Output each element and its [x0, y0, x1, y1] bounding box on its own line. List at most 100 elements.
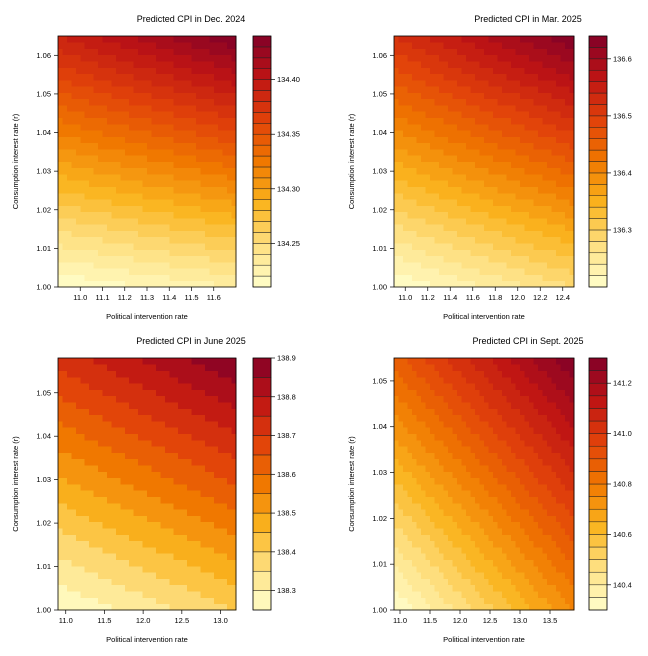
contour-cell — [187, 243, 192, 250]
x-tick-label: 11.3 — [140, 293, 154, 302]
contour-cell — [124, 123, 130, 131]
contour-cell — [129, 148, 135, 156]
contour-cell — [218, 111, 224, 118]
contour-cell — [407, 148, 413, 156]
contour-cell — [66, 211, 72, 219]
contour-cell — [80, 534, 86, 542]
contour-cell — [213, 528, 219, 535]
contour-cell — [164, 261, 170, 269]
contour-cell — [75, 42, 81, 49]
contour-cell — [58, 236, 63, 244]
contour-cell — [106, 167, 112, 175]
contour-cell — [434, 61, 440, 68]
contour-cell — [493, 67, 498, 75]
contour-cell — [191, 36, 197, 43]
contour-cell — [407, 117, 413, 125]
contour-cell — [169, 180, 175, 187]
contour-cell — [155, 224, 161, 231]
contour-cell — [551, 224, 557, 231]
contour-cell — [124, 199, 130, 206]
contour-cell — [434, 142, 440, 150]
contour-cell — [173, 268, 179, 275]
contour-cell — [466, 243, 471, 250]
contour-cell — [191, 383, 197, 390]
contour-cell — [84, 534, 90, 542]
contour-cell — [182, 458, 188, 466]
contour-cell — [155, 402, 161, 409]
contour-cell — [547, 280, 552, 288]
y-tick-label: 1.01 — [36, 244, 51, 253]
contour-cell — [93, 92, 99, 100]
contour-cell — [506, 274, 512, 282]
contour-cell — [218, 603, 224, 611]
contour-cell — [120, 255, 126, 263]
contour-cell — [80, 439, 86, 447]
contour-cell — [133, 199, 139, 206]
contour-cell — [466, 42, 471, 49]
contour-cell — [115, 48, 121, 56]
contour-cell — [66, 42, 72, 49]
contour-cell — [58, 224, 63, 231]
contour-cell — [195, 92, 201, 100]
contour-cell — [475, 243, 480, 250]
contour-cell — [502, 92, 507, 100]
contour-cell — [195, 427, 201, 434]
contour-cell — [80, 383, 86, 390]
contour-cell — [551, 105, 557, 112]
contour-cell — [147, 484, 152, 491]
contour-cell — [124, 502, 130, 510]
contour-cell — [204, 73, 210, 81]
contour-cell — [120, 458, 126, 466]
contour-cell — [556, 48, 561, 56]
contour-cell — [160, 465, 166, 472]
contour-cell — [506, 224, 512, 231]
contour-cell — [80, 123, 86, 131]
contour-cell — [416, 136, 422, 144]
contour-cell — [147, 42, 152, 49]
contour-cell — [195, 439, 201, 447]
contour-cell — [120, 421, 126, 428]
contour-cell — [200, 61, 206, 68]
contour-cell — [178, 255, 183, 263]
contour-cell — [155, 161, 161, 169]
contour-cell — [542, 67, 548, 75]
contour-cell — [484, 155, 489, 162]
contour-cell — [200, 584, 206, 592]
contour-cell — [421, 167, 426, 175]
contour-cell — [394, 86, 399, 93]
contour-cell — [62, 484, 68, 491]
contour-cell — [164, 553, 170, 560]
contour-cell — [475, 174, 480, 181]
contour-cell — [560, 61, 566, 68]
contour-cell — [102, 42, 108, 49]
contour-cell — [475, 105, 480, 112]
contour-cell — [195, 111, 201, 118]
contour-cell — [182, 496, 188, 504]
contour-cell — [133, 36, 139, 43]
contour-cell — [84, 255, 90, 263]
contour-cell — [102, 509, 108, 516]
contour-cell — [231, 36, 237, 43]
contour-cell — [160, 433, 166, 441]
contour-cell — [231, 73, 237, 81]
contour-cell — [169, 534, 175, 542]
contour-cell — [80, 572, 86, 579]
contour-cell — [511, 54, 516, 62]
contour-cell — [565, 73, 570, 81]
contour-cell — [102, 224, 108, 231]
contour-cell — [187, 509, 192, 516]
contour-cell — [461, 236, 467, 244]
contour-cell — [227, 496, 232, 504]
contour-cell — [515, 86, 521, 93]
contour-cell — [227, 167, 232, 175]
contour-cell — [62, 502, 68, 510]
contour-cell — [195, 458, 201, 466]
contour-cell — [75, 243, 81, 250]
contour-cell — [62, 261, 68, 269]
contour-cell — [538, 186, 543, 194]
colorbar-tick-label: 134.40 — [277, 75, 300, 84]
contour-cell — [106, 236, 112, 244]
contour-cell — [425, 180, 431, 187]
contour-cell — [66, 515, 72, 523]
